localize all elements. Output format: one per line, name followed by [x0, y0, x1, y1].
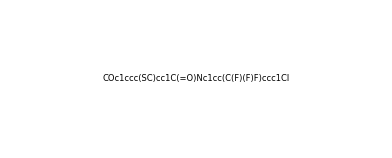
Text: COc1ccc(SC)cc1C(=O)Nc1cc(C(F)(F)F)ccc1Cl: COc1ccc(SC)cc1C(=O)Nc1cc(C(F)(F)F)ccc1Cl [102, 75, 290, 83]
